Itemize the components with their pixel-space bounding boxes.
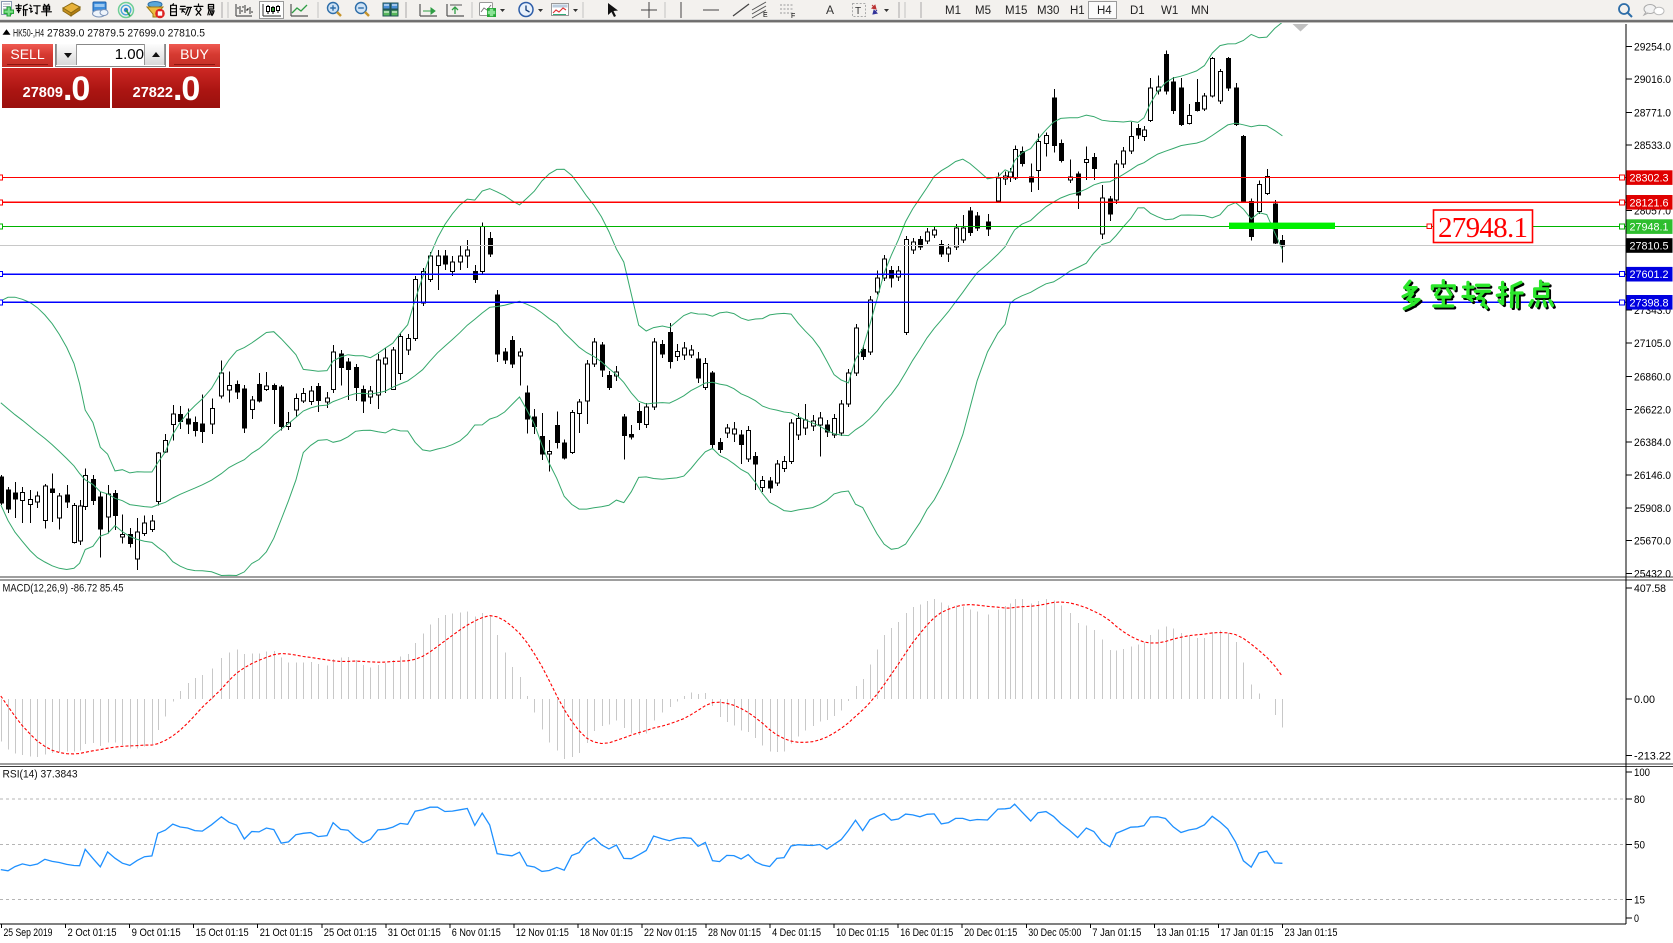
svg-text:13 Jan 01:15: 13 Jan 01:15 — [1156, 927, 1209, 939]
svg-text:12 Nov 01:15: 12 Nov 01:15 — [516, 927, 569, 939]
svg-text:80: 80 — [1634, 794, 1645, 806]
svg-text:M5: M5 — [975, 5, 991, 17]
svg-text:25432.0: 25432.0 — [1634, 568, 1671, 580]
svg-text:15 Oct 01:15: 15 Oct 01:15 — [196, 927, 249, 939]
svg-text:26146.0: 26146.0 — [1634, 470, 1671, 482]
svg-text:H4: H4 — [1097, 5, 1112, 17]
svg-text:27948.1: 27948.1 — [1630, 222, 1669, 234]
svg-text:28302.3: 28302.3 — [1630, 173, 1669, 185]
svg-text:6 Nov 01:15: 6 Nov 01:15 — [452, 927, 501, 939]
svg-text:25 Oct 01:15: 25 Oct 01:15 — [324, 927, 377, 939]
svg-text:10 Dec 01:15: 10 Dec 01:15 — [836, 927, 889, 939]
svg-text:-213.22: -213.22 — [1634, 750, 1671, 762]
svg-text:22 Nov 01:15: 22 Nov 01:15 — [644, 927, 697, 939]
svg-text:2 Oct 01:15: 2 Oct 01:15 — [68, 927, 117, 939]
svg-text:RSI(14) 37.3843: RSI(14) 37.3843 — [3, 769, 78, 781]
svg-text:29254.0: 29254.0 — [1634, 42, 1671, 54]
svg-text:HK50-,H4: HK50-,H4 — [13, 28, 44, 40]
svg-text:100: 100 — [1634, 767, 1650, 779]
svg-text:4 Dec 01:15: 4 Dec 01:15 — [772, 927, 821, 939]
svg-text:F: F — [791, 13, 795, 20]
svg-text:26622.0: 26622.0 — [1634, 404, 1671, 416]
svg-text:26384.0: 26384.0 — [1634, 437, 1671, 449]
svg-text:7 Jan 01:15: 7 Jan 01:15 — [1092, 927, 1141, 939]
svg-text:M1: M1 — [945, 5, 961, 17]
svg-text:T: T — [855, 6, 861, 17]
svg-text:29016.0: 29016.0 — [1634, 74, 1671, 86]
svg-text:28 Nov 01:15: 28 Nov 01:15 — [708, 927, 761, 939]
svg-text:MN: MN — [1191, 5, 1209, 17]
svg-text:M30: M30 — [1037, 5, 1059, 17]
svg-text:W1: W1 — [1161, 5, 1178, 17]
svg-text:M15: M15 — [1005, 5, 1027, 17]
svg-text:A: A — [826, 3, 834, 17]
svg-text:407.58: 407.58 — [1634, 583, 1666, 595]
svg-text:23 Jan 01:15: 23 Jan 01:15 — [1285, 927, 1338, 939]
svg-text:27601.2: 27601.2 — [1630, 269, 1669, 281]
svg-text:E: E — [763, 12, 768, 19]
svg-text:25670.0: 25670.0 — [1634, 536, 1671, 548]
svg-text:9 Oct 01:15: 9 Oct 01:15 — [132, 927, 181, 939]
svg-text:20 Dec 01:15: 20 Dec 01:15 — [964, 927, 1017, 939]
svg-text:27948.1: 27948.1 — [1438, 212, 1528, 244]
svg-text:27810.5: 27810.5 — [1630, 241, 1669, 253]
svg-text:MACD(12,26,9) -86.72 85.45: MACD(12,26,9) -86.72 85.45 — [3, 583, 124, 595]
svg-text:15: 15 — [1634, 895, 1645, 907]
svg-text:21 Oct 01:15: 21 Oct 01:15 — [260, 927, 313, 939]
svg-text:27105.0: 27105.0 — [1634, 338, 1671, 350]
svg-text:H1: H1 — [1070, 5, 1085, 17]
svg-text:0.00: 0.00 — [1634, 694, 1655, 706]
svg-text:16 Dec 01:15: 16 Dec 01:15 — [900, 927, 953, 939]
svg-text:0: 0 — [1634, 913, 1639, 925]
svg-text:50: 50 — [1634, 840, 1645, 852]
svg-text:27839.0 27879.5 27699.0 27810.: 27839.0 27879.5 27699.0 27810.5 — [47, 28, 205, 40]
svg-text:28121.6: 28121.6 — [1630, 197, 1669, 209]
svg-text:28771.0: 28771.0 — [1634, 108, 1671, 120]
svg-text:31 Oct 01:15: 31 Oct 01:15 — [388, 927, 441, 939]
svg-text:25908.0: 25908.0 — [1634, 503, 1671, 515]
svg-text:25 Sep 2019: 25 Sep 2019 — [4, 927, 53, 939]
svg-text:D1: D1 — [1130, 5, 1145, 17]
svg-text:26860.0: 26860.0 — [1634, 372, 1671, 384]
svg-text:17 Jan 01:15: 17 Jan 01:15 — [1221, 927, 1274, 939]
svg-text:28533.0: 28533.0 — [1634, 140, 1671, 152]
svg-text:30 Dec 05:00: 30 Dec 05:00 — [1028, 927, 1081, 939]
svg-text:18 Nov 01:15: 18 Nov 01:15 — [580, 927, 633, 939]
svg-text:27398.8: 27398.8 — [1630, 297, 1669, 309]
